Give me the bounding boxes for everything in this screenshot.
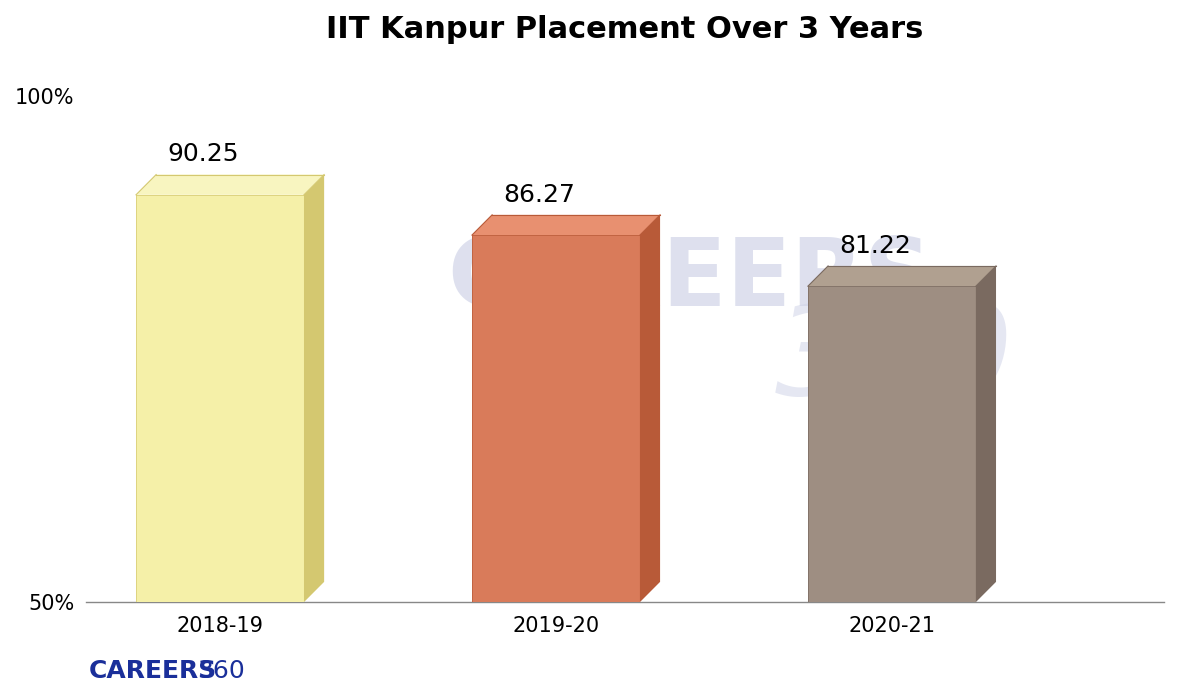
Polygon shape [304,174,324,602]
Text: CAREERS: CAREERS [88,659,217,682]
FancyBboxPatch shape [808,286,976,602]
Text: 90.25: 90.25 [167,143,239,167]
Title: IIT Kanpur Placement Over 3 Years: IIT Kanpur Placement Over 3 Years [327,15,923,44]
Polygon shape [808,266,996,286]
Text: 360: 360 [197,659,245,682]
FancyBboxPatch shape [136,195,304,602]
Text: CAREERS: CAREERS [447,234,931,326]
Polygon shape [640,215,660,602]
Text: 86.27: 86.27 [503,183,575,206]
Text: 81.22: 81.22 [839,234,911,258]
FancyBboxPatch shape [472,235,640,602]
Polygon shape [472,215,660,235]
Polygon shape [136,174,324,195]
Text: 360: 360 [775,300,1014,421]
Polygon shape [976,266,996,602]
